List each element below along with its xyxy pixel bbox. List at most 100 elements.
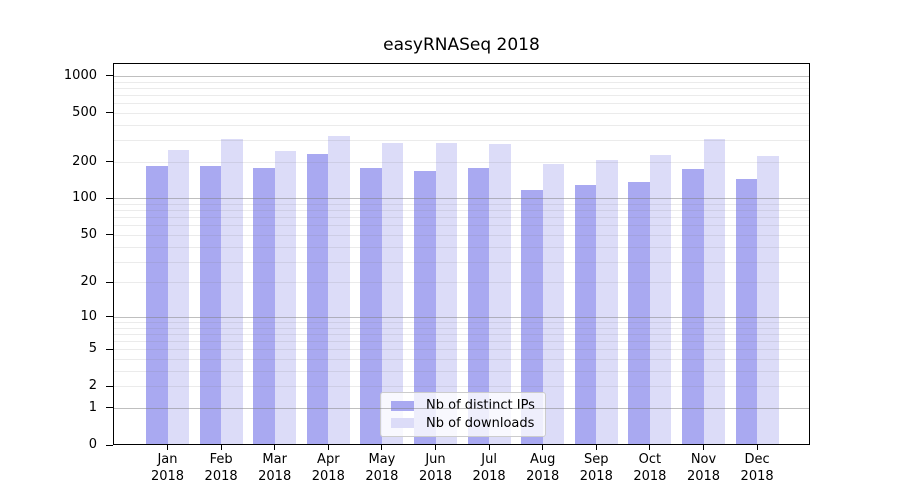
x-tick: [220, 445, 222, 450]
x-tick-year: 2018: [204, 469, 238, 484]
x-tick-year: 2018: [633, 469, 667, 484]
x-tick: [542, 445, 544, 450]
x-tick-month: May: [368, 452, 396, 467]
x-tick-year: 2018: [311, 469, 345, 484]
bar: [221, 138, 243, 444]
legend-swatch: [391, 400, 414, 411]
x-tick-month: Sep: [584, 452, 609, 467]
x-tick: [649, 445, 651, 450]
y-tick: [106, 385, 113, 387]
y-tick-label: 50: [80, 226, 97, 242]
bar: [574, 184, 597, 444]
x-tick-year: 2018: [686, 469, 721, 484]
x-tick-label: Jul 2018: [461, 451, 517, 485]
y-tick: [106, 75, 113, 77]
bar: [381, 143, 404, 444]
bar: [735, 178, 758, 444]
y-tick: [106, 407, 113, 409]
x-tick-month: Jan: [157, 452, 178, 467]
bar: [757, 155, 779, 444]
bar: [682, 168, 704, 444]
x-tick-month: Jul: [481, 452, 497, 467]
x-tick-label: Jan 2018: [140, 451, 196, 485]
x-tick-year: 2018: [365, 469, 399, 484]
x-tick-month: Apr: [317, 452, 340, 467]
bar: [489, 143, 511, 444]
bar: [360, 168, 382, 444]
y-tick-label: 0: [88, 437, 97, 452]
y-tick-label: 100: [72, 190, 97, 206]
x-tick-label: Feb 2018: [193, 451, 249, 485]
x-tick-label: Oct 2018: [622, 451, 678, 485]
legend: Nb of distinct IPs Nb of downloads: [380, 392, 546, 437]
bar: [628, 182, 650, 444]
bar: [146, 165, 168, 444]
x-tick-month: Oct: [638, 452, 662, 467]
y-tick-label: 500: [72, 104, 97, 120]
x-tick-year: 2018: [418, 469, 453, 484]
x-tick-label: May 2018: [354, 451, 410, 485]
chart-title: easyRNASeq 2018: [383, 35, 540, 55]
x-tick: [327, 445, 329, 450]
bar: [253, 167, 275, 444]
y-tick-label: 10: [80, 308, 97, 324]
bar: [435, 142, 457, 444]
x-tick-month: Nov: [690, 452, 717, 467]
bars-layer: [114, 64, 809, 444]
y-tick-label: 2: [88, 378, 97, 394]
bar: [703, 138, 725, 444]
x-tick-label: Aug 2018: [515, 451, 571, 485]
bar: [542, 163, 565, 444]
y-tick-label: 200: [72, 153, 97, 169]
x-tick-month: Mar: [262, 452, 287, 467]
x-tick-label: Jun 2018: [408, 451, 464, 485]
x-tick-month: Aug: [529, 452, 556, 467]
plot-area: Nb of distinct IPs Nb of downloads: [113, 63, 810, 445]
y-tick: [106, 197, 113, 199]
bar: [274, 150, 297, 444]
legend-label: Nb of distinct IPs: [426, 398, 535, 414]
bar: [306, 153, 329, 444]
x-tick-month: Jun: [425, 452, 446, 467]
legend-entry: Nb of distinct IPs: [391, 398, 535, 413]
legend-label: Nb of downloads: [426, 415, 535, 431]
x-tick: [703, 445, 704, 450]
bar: [167, 149, 189, 444]
x-tick-label: Apr 2018: [300, 451, 356, 485]
x-tick: [595, 445, 597, 450]
y-tick: [106, 316, 113, 318]
x-tick-year: 2018: [150, 469, 185, 484]
x-tick-year: 2018: [472, 469, 506, 484]
bar: [199, 165, 222, 444]
bar: [328, 135, 350, 444]
bar: [649, 154, 672, 444]
y-tick-label: 5: [88, 341, 97, 357]
legend-entry: Nb of downloads: [391, 416, 535, 431]
x-tick-year: 2018: [526, 469, 560, 484]
y-tick-label: 1: [88, 399, 97, 415]
y-tick-label: 20: [80, 274, 97, 290]
y-tick: [106, 112, 113, 114]
x-tick: [381, 445, 383, 450]
x-tick-label: Nov 2018: [676, 451, 732, 485]
y-tick: [106, 281, 113, 283]
x-tick-label: Mar 2018: [247, 451, 303, 485]
y-tick-label: 1000: [63, 67, 97, 83]
x-tick: [167, 445, 168, 450]
x-tick-label: Sep 2018: [568, 451, 624, 485]
bar: [521, 189, 543, 444]
y-tick: [106, 348, 113, 350]
bar: [596, 159, 618, 444]
legend-swatch: [391, 418, 414, 429]
x-tick: [756, 445, 758, 450]
x-tick: [435, 445, 436, 450]
y-tick: [106, 161, 113, 163]
y-tick: [106, 234, 113, 236]
x-tick-year: 2018: [579, 469, 613, 484]
x-tick-month: Dec: [744, 452, 770, 467]
bar: [414, 170, 436, 444]
bar: [467, 167, 490, 444]
x-tick-month: Feb: [209, 452, 233, 467]
x-tick-year: 2018: [740, 469, 774, 484]
